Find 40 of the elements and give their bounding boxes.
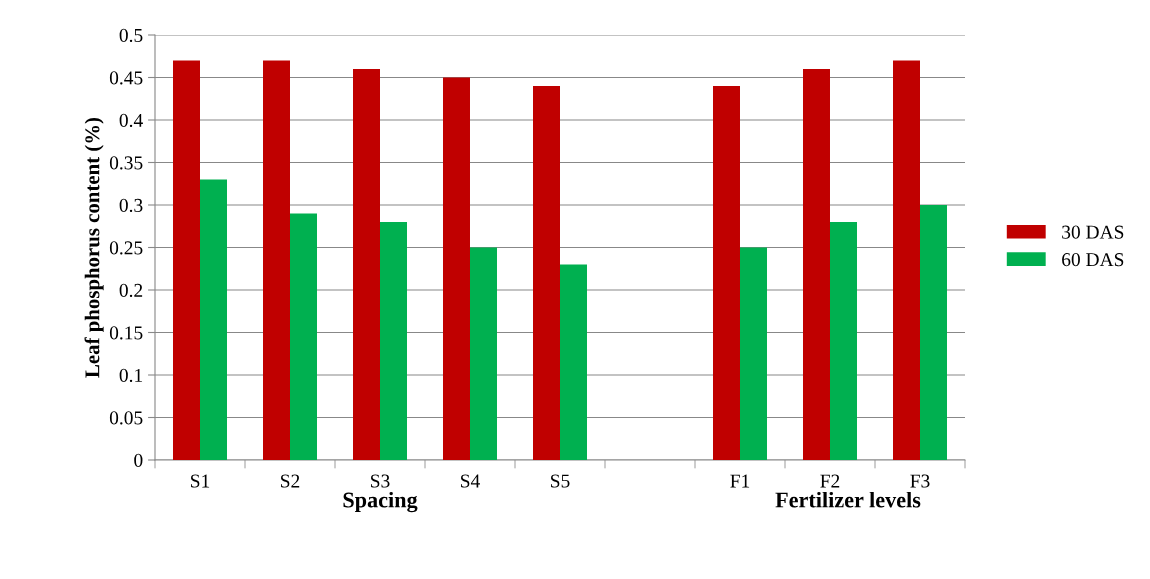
bar xyxy=(830,222,857,460)
bar xyxy=(920,205,947,460)
bar xyxy=(443,77,470,460)
x-tick-label: S4 xyxy=(461,474,480,488)
y-tick-label: 0.45 xyxy=(109,71,143,85)
bar xyxy=(200,179,227,460)
x-tick-label: S3 xyxy=(371,474,390,488)
x-tick-label: S5 xyxy=(551,474,570,488)
text: Spacing xyxy=(343,491,418,513)
y-tick-label: 0.3 xyxy=(119,198,143,213)
y-tick-label: 0.25 xyxy=(109,241,143,255)
x-tick-label: F2 xyxy=(820,474,840,488)
bar xyxy=(803,69,830,460)
y-tick-label: 0 xyxy=(134,453,143,467)
y-tick-label: 0.4 xyxy=(119,113,143,128)
y-tick-label: 0.5 xyxy=(119,28,143,43)
bar xyxy=(893,60,920,460)
legend-label: 60 DAS xyxy=(1062,253,1124,267)
bar xyxy=(290,213,317,460)
bar xyxy=(533,86,560,460)
y-tick-label: 0.2 xyxy=(119,283,143,298)
x-tick-label: F3 xyxy=(910,474,930,488)
bar xyxy=(173,60,200,460)
x-tick-label: S1 xyxy=(191,474,210,488)
legend-label: 30 DAS xyxy=(1062,225,1124,239)
y-tick-label: 0.15 xyxy=(109,326,143,340)
y-tick-label: 0.1 xyxy=(119,368,143,383)
bar xyxy=(353,69,380,460)
bar xyxy=(470,247,497,460)
y-axis-title: Leaf phosphorus content (%) xyxy=(84,117,104,378)
bar xyxy=(713,86,740,460)
text: Fertilizer levels xyxy=(775,491,921,508)
x-tick-label: S2 xyxy=(281,474,300,488)
bar xyxy=(740,247,767,460)
bar xyxy=(560,264,587,460)
y-tick-label: 0.05 xyxy=(109,411,143,425)
bar xyxy=(263,60,290,460)
bar xyxy=(380,222,407,460)
x-tick-label: F1 xyxy=(730,474,750,488)
y-tick-label: 0.35 xyxy=(109,156,143,170)
